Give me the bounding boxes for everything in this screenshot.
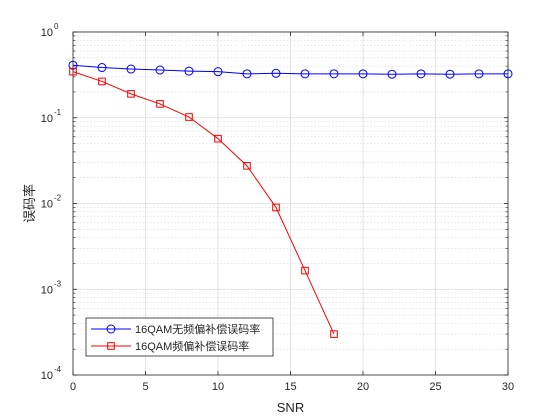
y-tick-label: 10 [41, 284, 53, 296]
x-axis-label: SNR [277, 400, 304, 415]
x-tick-label: 0 [70, 381, 76, 393]
data-point-circle-marker [271, 68, 281, 78]
data-point-circle-marker [155, 65, 165, 75]
data-point-square-marker [301, 266, 309, 275]
y-tick-exponent: -1 [54, 108, 62, 117]
data-point-square-marker [330, 330, 338, 338]
data-point-square-marker [127, 90, 135, 98]
data-point-circle-marker [329, 69, 339, 79]
data-point-circle-marker [213, 67, 223, 77]
y-tick-label: 10 [41, 27, 53, 39]
data-point-square-marker [69, 67, 77, 76]
y-tick-label: 10 [41, 199, 53, 211]
data-point-circle-marker [503, 69, 513, 79]
data-point-square-marker [243, 162, 251, 170]
data-point-circle-marker [300, 69, 310, 79]
data-point-circle-marker [106, 324, 116, 334]
y-tick-label: 10 [41, 370, 53, 382]
x-tick-label: 30 [502, 381, 514, 393]
x-tick-label: 5 [142, 381, 148, 393]
data-series [68, 60, 513, 338]
data-point-circle-marker [474, 69, 484, 79]
data-point-circle-marker [97, 63, 107, 73]
data-point-circle-marker [242, 69, 252, 79]
data-point-circle-marker [445, 69, 455, 79]
series-1 [69, 67, 338, 338]
data-point-square-marker [272, 203, 280, 212]
y-tick-exponent: -3 [54, 279, 62, 288]
legend-box [85, 317, 274, 357]
data-point-square-marker [107, 342, 115, 350]
data-point-circle-marker [68, 60, 78, 70]
legend-item: 16QAM频偏补偿误码率 [91, 339, 249, 353]
data-point-circle-marker [387, 69, 397, 79]
series-line [72, 71, 335, 335]
data-point-square-marker [98, 77, 106, 86]
data-point-circle-marker [184, 66, 194, 76]
x-tick-label: 25 [429, 381, 441, 393]
series-line [72, 64, 508, 75]
data-point-circle-marker [358, 69, 368, 79]
y-tick-label: 10 [41, 113, 53, 125]
x-tick-label: 15 [284, 381, 296, 393]
data-point-square-marker [185, 113, 193, 121]
y-tick-exponent: -4 [54, 365, 62, 374]
data-point-square-marker [214, 134, 222, 143]
series-0 [68, 60, 513, 79]
data-point-square-marker [156, 100, 164, 108]
legend: 16QAM无频偏补偿误码率 16QAM频偏补偿误码率 [85, 317, 274, 357]
data-point-circle-marker [126, 64, 136, 74]
y-tick-exponent: 0 [54, 22, 59, 31]
y-axis-label: 误码率 [22, 184, 37, 223]
data-point-circle-marker [416, 69, 426, 79]
x-tick-label: 20 [357, 381, 369, 393]
legend-label: 16QAM无频偏补偿误码率 [135, 322, 260, 336]
y-tick-exponent: -2 [54, 194, 62, 203]
legend-item: 16QAM无频偏补偿误码率 [91, 322, 260, 336]
legend-items: 16QAM无频偏补偿误码率 16QAM频偏补偿误码率 [91, 322, 260, 353]
x-tick-label: 10 [212, 381, 224, 393]
legend-label: 16QAM频偏补偿误码率 [135, 339, 249, 353]
